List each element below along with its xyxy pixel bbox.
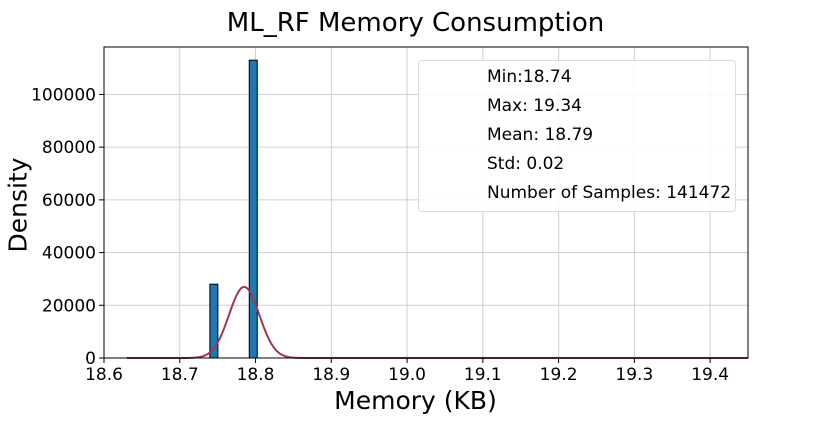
stat-samples: Number of Samples: 141472 [487,183,732,203]
bars-layer [209,59,258,359]
x-tick-label: 18.9 [312,365,350,385]
y-tick-label: 20000 [42,296,96,316]
x-tick-label: 18.7 [161,365,199,385]
ticks-layer: 18.6 18.7 18.8 18.9 19.0 19.1 19.2 19.3 19.4 0 200… [31,85,729,385]
y-tick-label: 60000 [42,191,96,211]
histogram-bar [248,59,258,359]
x-tick-label: 19.1 [464,365,502,385]
x-tick-label: 19.3 [615,365,653,385]
chart-title: ML_RF Memory Consumption [226,8,605,38]
plot-frame [103,46,749,359]
x-axis-title: Memory (KB) [334,386,497,415]
x-tick-label: 19.2 [540,365,578,385]
stat-mean: Mean: 18.79 [487,125,594,145]
stat-max: Max: 19.34 [487,96,582,116]
y-tick-label: 80000 [42,138,96,158]
stat-std: Std: 0.02 [487,154,565,174]
x-tick-label: 18.8 [237,365,275,385]
y-tick-label: 40000 [42,244,96,264]
y-axis-title: Density [3,157,33,253]
x-tick-label: 18.6 [85,365,123,385]
x-tick-label: 19.4 [691,365,729,385]
stats-legend-box: Min:18.74 Max: 19.34 Mean: 18.79 Std: 0.… [418,60,736,212]
kde-layer [126,285,748,359]
x-tick-label: 19.0 [388,365,426,385]
axis-layer [99,46,749,363]
y-tick-label: 100000 [31,85,96,105]
stat-min: Min:18.74 [487,67,572,87]
y-tick-label: 0 [85,349,96,369]
kde-curve [126,285,748,359]
